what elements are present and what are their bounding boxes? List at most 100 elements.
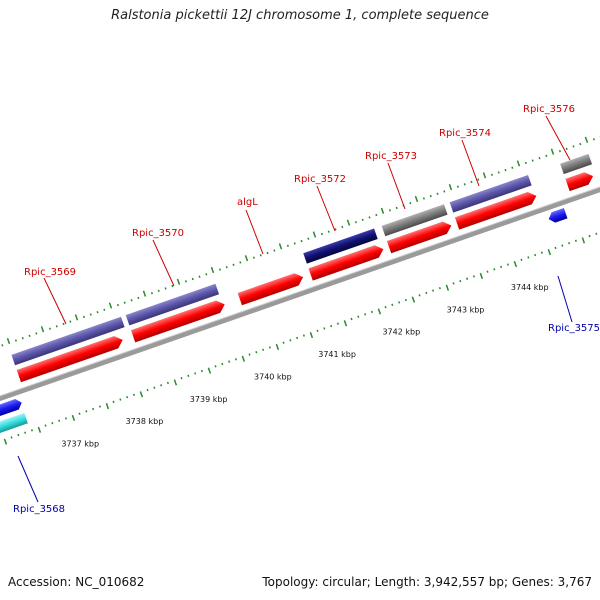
minor-tick: [302, 334, 305, 337]
minor-tick: [391, 303, 394, 306]
gene-bar-rpic-3573[interactable]: [381, 204, 448, 237]
kbp-label: 3742 kbp: [382, 328, 420, 337]
minor-tick: [375, 213, 378, 217]
minor-tick: [438, 287, 441, 290]
label-rpic-3573[interactable]: Rpic_3573: [365, 151, 417, 162]
minor-tick: [24, 431, 27, 434]
minor-tick: [82, 315, 85, 319]
label-alg-l[interactable]: algL: [237, 197, 258, 208]
minor-tick: [85, 410, 88, 413]
major-tick: [513, 260, 518, 268]
minor-tick: [194, 372, 197, 375]
minor-tick: [463, 183, 466, 186]
major-tick: [581, 237, 586, 244]
minor-tick: [157, 289, 160, 293]
minor-tick: [130, 299, 133, 302]
minor-tick: [511, 166, 514, 169]
minor-tick: [228, 360, 231, 363]
cds-rpic-3574[interactable]: [454, 190, 539, 230]
minor-tick: [520, 258, 523, 261]
minor-tick: [35, 332, 38, 335]
cds-rpic-3573[interactable]: [386, 219, 454, 254]
lower-tick-scale: [3, 232, 598, 445]
minor-tick: [266, 251, 269, 255]
major-tick: [40, 326, 45, 333]
minor-tick: [354, 220, 357, 224]
minor-tick: [327, 230, 330, 233]
minor-tick: [554, 246, 557, 250]
label-rpic-3574[interactable]: Rpic_3574: [439, 128, 491, 139]
label-rpic-3576[interactable]: Rpic_3576: [523, 104, 575, 115]
cds-rpic-3569[interactable]: [16, 334, 125, 383]
major-tick: [380, 207, 385, 214]
minor-tick: [69, 320, 72, 323]
minor-tick: [418, 294, 421, 297]
label-rpic-3570[interactable]: Rpic_3570: [132, 228, 184, 239]
minor-tick: [357, 315, 360, 318]
major-tick: [445, 284, 450, 291]
major-tick: [37, 426, 42, 433]
major-tick: [343, 320, 348, 327]
label-rpic-3568[interactable]: Rpic_3568: [13, 504, 65, 515]
minor-tick: [150, 292, 153, 295]
topology-summary: Topology: circular; Length: 3,942,557 bp…: [262, 575, 592, 589]
minor-tick: [21, 337, 24, 340]
minor-tick: [368, 216, 371, 219]
minor-tick: [221, 362, 224, 366]
minor-tick: [44, 424, 47, 427]
minor-tick: [592, 138, 595, 141]
minor-tick: [137, 296, 140, 300]
minor-tick: [350, 317, 353, 321]
major-tick: [550, 148, 555, 155]
minor-tick: [166, 381, 169, 385]
major-tick: [210, 266, 215, 274]
minor-tick: [572, 145, 575, 148]
minor-tick: [252, 256, 255, 259]
minor-tick: [89, 313, 92, 316]
cds-rpic-3570[interactable]: [130, 298, 227, 343]
gene-bar-rpic-3570[interactable]: [125, 283, 220, 326]
cds-rpic-3572[interactable]: [308, 243, 386, 281]
minor-tick: [273, 249, 276, 252]
minor-tick: [500, 265, 503, 269]
minor-tick: [248, 353, 251, 356]
major-tick: [207, 367, 212, 374]
minor-tick: [425, 291, 428, 295]
gene-bar-rpic-3572[interactable]: [303, 228, 378, 264]
minor-tick: [524, 161, 527, 165]
minor-tick: [504, 168, 507, 172]
cds-rpic-3576[interactable]: [565, 170, 595, 192]
minor-tick: [540, 251, 543, 254]
cds-rpic-3568[interactable]: [0, 397, 24, 421]
minor-tick: [568, 242, 571, 245]
minor-tick: [289, 339, 292, 342]
minor-tick: [259, 254, 262, 257]
minor-tick: [187, 374, 190, 378]
cds-rpic-3575[interactable]: [547, 207, 568, 224]
gene-bar-rpic-3574[interactable]: [449, 174, 532, 213]
cds-alg-l[interactable]: [237, 271, 306, 306]
minor-tick: [262, 348, 265, 351]
label-rpic-3575[interactable]: Rpic_3575: [548, 323, 600, 334]
minor-tick: [48, 327, 51, 330]
minor-tick: [92, 407, 95, 411]
forward-gene-labels: Rpic_3569 Rpic_3570 algL Rpic_3572 Rpic_…: [24, 104, 575, 325]
minor-tick: [545, 154, 548, 158]
major-tick: [173, 379, 178, 386]
map-title: Ralstonia pickettii 12J chromosome 1, co…: [111, 8, 489, 23]
minor-tick: [234, 358, 237, 361]
gene-bar-rpic-3569[interactable]: [11, 316, 125, 366]
major-tick: [278, 243, 283, 250]
label-rpic-3569[interactable]: Rpic_3569: [24, 267, 76, 278]
minor-tick: [490, 173, 493, 177]
minor-tick: [443, 190, 446, 193]
minor-tick: [316, 329, 319, 333]
minor-tick: [330, 324, 333, 328]
minor-tick: [1, 344, 4, 347]
gene-bar-rpic-3568[interactable]: [0, 412, 28, 436]
label-rpic-3572[interactable]: Rpic_3572: [294, 174, 346, 185]
minor-tick: [561, 244, 564, 247]
minor-tick: [28, 334, 31, 338]
major-tick: [3, 438, 8, 445]
gene-bar-rpic-3576[interactable]: [560, 153, 593, 175]
